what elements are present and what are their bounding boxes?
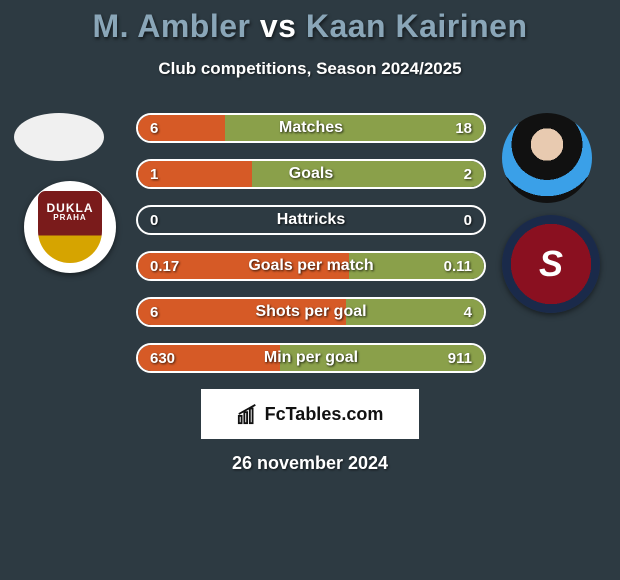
club2-letter: S	[539, 243, 563, 285]
subtitle: Club competitions, Season 2024/2025	[0, 59, 620, 79]
brand-text: FcTables.com	[265, 404, 384, 425]
player2-avatar	[502, 113, 592, 203]
stat-label: Matches	[138, 115, 484, 141]
stat-row: 12Goals	[136, 159, 486, 189]
player1-name: M. Ambler	[92, 8, 250, 44]
stat-row: 00Hattricks	[136, 205, 486, 235]
player1-avatar	[14, 113, 104, 161]
club-shield-icon: DUKLA PRAHA	[38, 191, 102, 263]
stat-row: 630911Min per goal	[136, 343, 486, 373]
vs-label: vs	[260, 8, 297, 44]
brand-logo-icon	[237, 403, 259, 425]
player2-club-badge: S	[502, 215, 600, 313]
stat-label: Shots per goal	[138, 299, 484, 325]
player2-name: Kaan Kairinen	[306, 8, 528, 44]
stats-rows: 618Matches 12Goals 00Hattricks 0.170.11Goal…	[136, 113, 486, 373]
page-title: M. Ambler vs Kaan Kairinen	[0, 0, 620, 45]
date-label: 26 november 2024	[0, 453, 620, 474]
comparison-panel: DUKLA PRAHA S 618Matches 12Goals 00Hattric…	[0, 113, 620, 373]
stat-label: Goals	[138, 161, 484, 187]
player1-club-badge: DUKLA PRAHA	[24, 181, 116, 273]
stat-row: 0.170.11Goals per match	[136, 251, 486, 281]
stat-label: Goals per match	[138, 253, 484, 279]
stat-row: 64Shots per goal	[136, 297, 486, 327]
stat-label: Min per goal	[138, 345, 484, 371]
stat-row: 618Matches	[136, 113, 486, 143]
club1-line2: PRAHA	[53, 213, 86, 222]
stat-label: Hattricks	[138, 207, 484, 233]
brand-box[interactable]: FcTables.com	[201, 389, 419, 439]
